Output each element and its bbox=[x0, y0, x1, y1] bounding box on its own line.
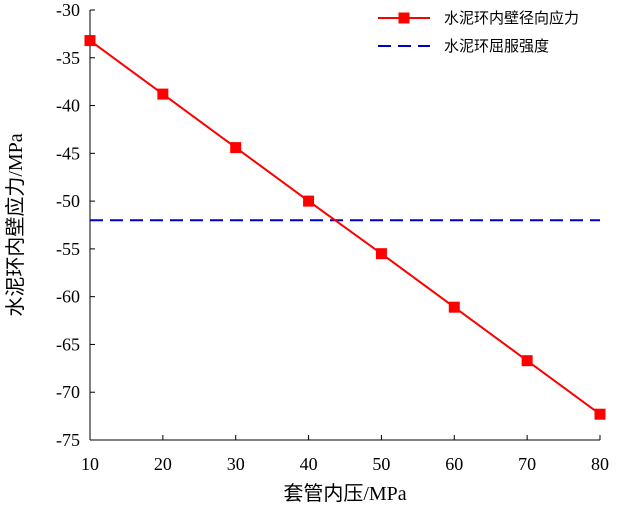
data-point-radial-stress bbox=[521, 355, 533, 367]
x-tick-label: 50 bbox=[372, 454, 390, 474]
y-axis-title: 水泥环内壁应力/MPa bbox=[4, 133, 27, 316]
x-tick-label: 10 bbox=[81, 454, 99, 474]
data-point-radial-stress bbox=[303, 195, 315, 207]
y-tick-label: -75 bbox=[56, 430, 80, 450]
x-tick-label: 40 bbox=[300, 454, 318, 474]
y-ticks: -30 -35 -40 -45 -50 -55 -60 -65 -70 -75 bbox=[56, 0, 95, 450]
data-point-radial-stress bbox=[448, 301, 460, 313]
y-tick-label: -50 bbox=[56, 191, 80, 211]
y-tick-label: -60 bbox=[56, 287, 80, 307]
y-tick-label: -40 bbox=[56, 96, 80, 116]
y-tick-label: -35 bbox=[56, 48, 80, 68]
x-tick-label: 70 bbox=[518, 454, 536, 474]
y-tick-label: -70 bbox=[56, 382, 80, 402]
x-tick-label: 80 bbox=[591, 454, 609, 474]
data-point-radial-stress bbox=[157, 88, 169, 100]
data-point-radial-stress bbox=[375, 248, 387, 260]
legend-marker-radial-stress bbox=[398, 12, 410, 24]
legend-label-yield-strength: 水泥环屈服强度 bbox=[444, 38, 549, 55]
y-tick-label: -65 bbox=[56, 334, 80, 354]
data-point-radial-stress bbox=[230, 142, 242, 154]
legend-label-radial-stress: 水泥环内壁径向应力 bbox=[444, 9, 579, 27]
x-axis-title: 套管内压/MPa bbox=[283, 482, 406, 505]
data-point-radial-stress bbox=[594, 408, 606, 420]
x-tick-label: 60 bbox=[445, 454, 463, 474]
x-tick-label: 20 bbox=[154, 454, 172, 474]
series-layer bbox=[84, 35, 606, 420]
y-tick-label: -45 bbox=[56, 143, 80, 163]
x-ticks: 10 20 30 40 50 60 70 80 bbox=[81, 435, 609, 474]
legend: 水泥环内壁径向应力 水泥环屈服强度 bbox=[378, 9, 579, 55]
y-tick-label: -55 bbox=[56, 239, 80, 259]
axes bbox=[89, 10, 600, 441]
y-tick-label: -30 bbox=[56, 0, 80, 20]
x-tick-label: 30 bbox=[227, 454, 245, 474]
data-point-radial-stress bbox=[84, 35, 96, 47]
series-line-radial-stress bbox=[89, 39, 601, 416]
